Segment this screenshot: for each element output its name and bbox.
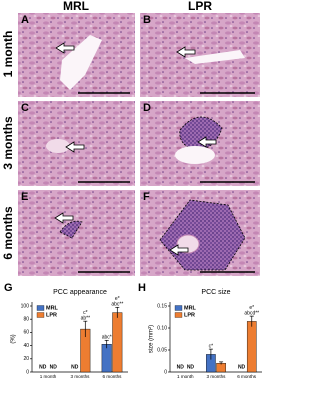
value-label: ND — [50, 364, 58, 370]
row-label: 1 month — [1, 31, 15, 78]
bar — [246, 321, 257, 373]
bar — [101, 344, 112, 373]
x-tick-label: 3 months — [71, 374, 91, 379]
y-tick-label: 80 — [23, 317, 29, 323]
y-axis-label: (%) — [11, 334, 17, 343]
x-tick-label: 1 month — [40, 374, 57, 379]
micrograph-grid: A B C D E F — [18, 13, 260, 276]
significance-label: ab** — [81, 316, 91, 322]
value-label: ND — [238, 364, 246, 370]
legend-swatch — [36, 305, 45, 311]
vessel — [46, 139, 70, 153]
significance-label: abc* — [102, 335, 112, 341]
legend-label: LPR — [46, 312, 57, 318]
column-header: MRL — [63, 0, 89, 13]
significance-label: e* — [249, 305, 254, 311]
vessel — [185, 50, 245, 64]
chart-title: PCC size — [201, 289, 230, 296]
micrograph — [18, 190, 135, 276]
legend-label: LPR — [184, 312, 195, 318]
significance-label: e* — [115, 296, 120, 302]
significance-label: abcd** — [244, 310, 259, 316]
column-header: LPR — [188, 0, 212, 13]
figure: MRL LPR 1 month 3 months 6 months — [1, 0, 262, 379]
row-label: 3 months — [1, 116, 15, 170]
pcc-outline — [159, 199, 246, 271]
vessel — [175, 146, 215, 164]
significance-label: abc** — [111, 302, 123, 308]
x-tick-label: 6 months — [237, 374, 257, 379]
panel-label: A — [21, 14, 29, 26]
panel-label: F — [143, 191, 150, 203]
y-tick-label: 40 — [23, 343, 29, 349]
y-axis-label: size (mm²) — [149, 325, 155, 353]
value-label: ND — [71, 364, 79, 370]
x-tick-label: 3 months — [207, 374, 227, 379]
vessel — [60, 35, 102, 90]
legend-swatch — [174, 312, 183, 318]
significance-label: c* — [209, 343, 214, 349]
legend-label: MRL — [184, 305, 197, 311]
legend-swatch — [36, 312, 45, 318]
significance-label: c* — [83, 310, 88, 316]
micrograph — [18, 101, 135, 186]
x-tick-label: 1 month — [177, 374, 194, 379]
y-tick-label: 0 — [26, 369, 29, 375]
bar — [112, 312, 123, 373]
value-label: ND — [187, 364, 195, 370]
x-tick-label: 6 months — [103, 374, 123, 379]
chart-title: PCC appearance — [53, 289, 107, 296]
panel-label: C — [21, 102, 29, 114]
legend-label: MRL — [46, 305, 59, 311]
y-tick-label: 20 — [23, 356, 29, 362]
panel-label: E — [21, 191, 28, 203]
value-label: ND — [39, 364, 47, 370]
y-tick-label: 100 — [21, 303, 30, 309]
y-tick-label: 0.15 — [157, 303, 167, 309]
value-label: ND — [177, 364, 185, 370]
y-tick-label: 0.10 — [157, 325, 167, 331]
y-tick-label: 60 — [23, 330, 29, 336]
bar — [216, 363, 226, 373]
y-tick-label: 0.05 — [157, 347, 167, 353]
pcc-outline — [59, 220, 83, 239]
legend-swatch — [174, 305, 183, 311]
arrows — [54, 42, 217, 256]
panel-label: B — [143, 14, 151, 26]
panel-label: H — [138, 282, 146, 294]
panel-label: D — [143, 102, 151, 114]
scale-bars — [78, 92, 255, 273]
panel-label: G — [4, 282, 13, 294]
row-label: 6 months — [1, 206, 15, 260]
y-tick-label: 0 — [164, 369, 167, 375]
